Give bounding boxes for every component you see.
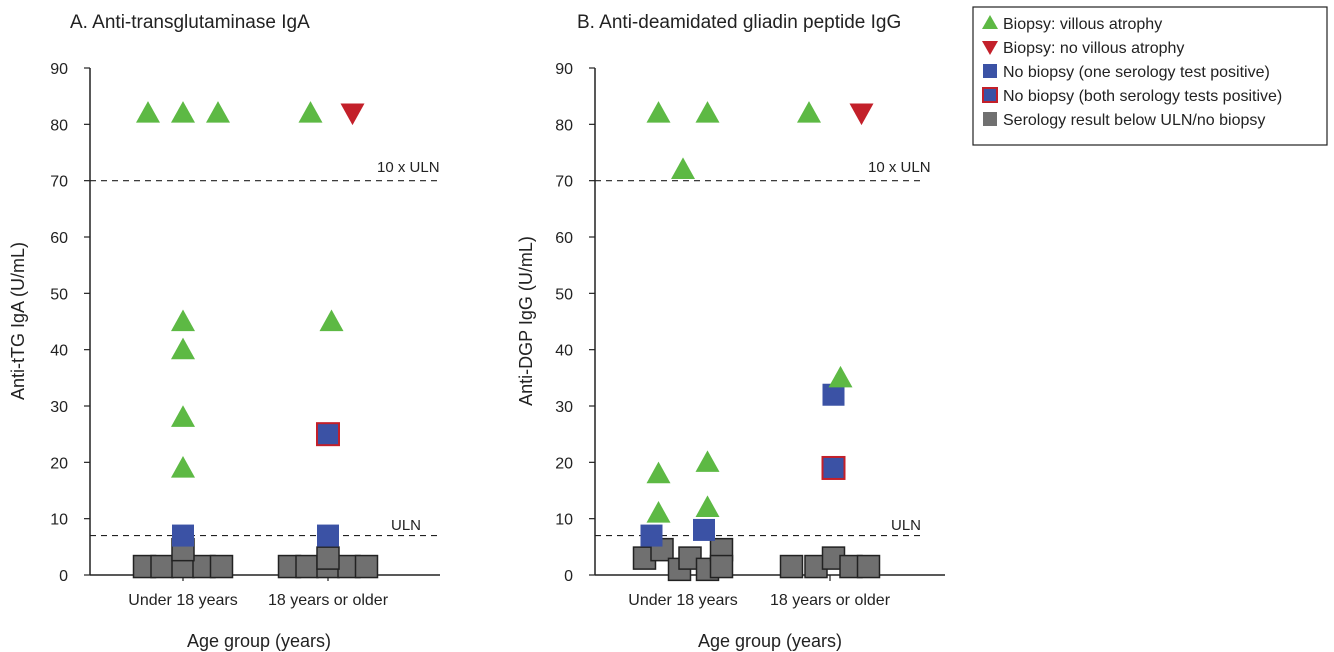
point-villous-atrophy — [646, 501, 671, 523]
point-both-tests-positive — [316, 422, 340, 447]
y-tick-label: 0 — [564, 568, 573, 585]
y-tick-label: 30 — [555, 399, 573, 416]
point-one-test-positive — [822, 383, 845, 406]
legend-marker-triangle-up — [982, 15, 998, 29]
ref-line-label-10xuln-a: 10 x ULN — [377, 159, 440, 176]
point-below-uln — [150, 554, 174, 579]
y-axis-label-a: Anti-tTG IgA (U/mL) — [8, 242, 28, 400]
point-villous-atrophy — [646, 461, 671, 484]
point-below-uln — [316, 546, 340, 570]
point-both-tests-positive — [821, 455, 846, 480]
y-tick-label: 20 — [555, 455, 573, 472]
legend-label: No biopsy (both serology tests positive) — [1003, 88, 1282, 105]
legend-items: Biopsy: villous atrophy Biopsy: no villou… — [982, 15, 1282, 129]
point-one-test-positive — [640, 524, 663, 547]
point-villous-atrophy — [171, 337, 195, 360]
panel-b: B. Anti-deamidated gliadin peptide IgG A… — [516, 12, 945, 651]
x-tick-label: 18 years or older — [268, 592, 389, 609]
point-villous-atrophy — [695, 495, 720, 517]
y-tick-label: 20 — [50, 455, 68, 472]
point-no-villous-atrophy — [340, 103, 365, 126]
y-tick-label: 40 — [50, 343, 68, 360]
legend-label: Biopsy: villous atrophy — [1003, 16, 1162, 33]
point-villous-atrophy — [171, 309, 195, 332]
legend-marker-square — [983, 112, 997, 126]
point-one-test-positive — [172, 524, 194, 547]
point-below-uln — [856, 554, 881, 579]
panel-a: A. Anti-transglutaminase IgA Anti-tTG Ig… — [8, 12, 440, 651]
y-tick-label: 10 — [555, 512, 573, 529]
y-tick-label: 10 — [50, 512, 68, 529]
point-villous-atrophy — [695, 101, 720, 123]
y-tick-label: 90 — [555, 61, 573, 78]
legend-label: Serology result below ULN/no biopsy — [1003, 112, 1265, 129]
legend-marker-square-red-border — [982, 87, 998, 103]
x-tick-label: 18 years or older — [770, 592, 891, 609]
legend-box — [972, 6, 1328, 146]
y-tick-label: 70 — [555, 174, 573, 191]
y-tick-label: 50 — [555, 286, 573, 303]
x-tick-label: Under 18 years — [628, 592, 737, 609]
point-villous-atrophy — [319, 309, 344, 332]
y-tick-label: 0 — [59, 568, 68, 585]
point-one-test-positive — [317, 524, 339, 547]
legend: Biopsy: villous atrophy Biopsy: no villou… — [972, 6, 1328, 146]
y-tick-label: 30 — [50, 399, 68, 416]
legend-marker-square — [983, 64, 997, 78]
ref-line-label-10xuln-b: 10 x ULN — [868, 159, 931, 176]
point-villous-atrophy — [298, 101, 323, 123]
point-villous-atrophy — [797, 101, 821, 123]
point-villous-atrophy — [171, 101, 195, 123]
point-villous-atrophy — [828, 365, 853, 388]
y-tick-label: 80 — [50, 117, 68, 134]
point-villous-atrophy — [206, 101, 230, 123]
y-tick-label: 60 — [555, 230, 573, 247]
point-below-uln — [354, 554, 379, 579]
point-villous-atrophy — [671, 157, 695, 179]
ref-line-label-uln-b: ULN — [891, 517, 921, 534]
legend-marker-triangle-down — [982, 41, 998, 55]
point-below-uln — [779, 554, 804, 579]
point-below-uln — [209, 554, 234, 579]
legend-label: No biopsy (one serology test positive) — [1003, 64, 1270, 81]
y-tick-label: 50 — [50, 286, 68, 303]
x-axis-label-a: Age group (years) — [187, 631, 331, 651]
point-below-uln — [295, 554, 319, 579]
chart-title-a: A. Anti-transglutaminase IgA — [70, 12, 310, 33]
point-below-uln — [709, 554, 734, 579]
y-tick-label: 60 — [50, 230, 68, 247]
chart-title-b: B. Anti-deamidated gliadin peptide IgG — [577, 12, 901, 33]
point-villous-atrophy — [136, 101, 160, 123]
point-villous-atrophy — [171, 455, 195, 478]
y-tick-label: 90 — [50, 61, 68, 78]
marks-a: 0 10 20 30 40 50 60 70 80 90 Under 18 years 18 year… — [50, 61, 440, 609]
point-villous-atrophy — [646, 101, 671, 123]
y-tick-label: 80 — [555, 117, 573, 134]
ref-line-label-uln-a: ULN — [391, 517, 421, 534]
point-no-villous-atrophy — [849, 103, 874, 126]
marks-b: 0 10 20 30 40 50 60 70 80 90 Under 18 years 18 year… — [555, 61, 945, 609]
x-axis-label-b: Age group (years) — [698, 631, 842, 651]
point-villous-atrophy — [695, 450, 720, 472]
legend-label: Biopsy: no villous atrophy — [1003, 40, 1184, 57]
y-tick-label: 70 — [50, 174, 68, 191]
point-one-test-positive — [693, 518, 715, 541]
point-villous-atrophy — [171, 405, 195, 427]
x-tick-label: Under 18 years — [128, 592, 237, 609]
y-tick-label: 40 — [555, 343, 573, 360]
y-axis-label-b: Anti-DGP IgG (U/mL) — [516, 236, 536, 406]
